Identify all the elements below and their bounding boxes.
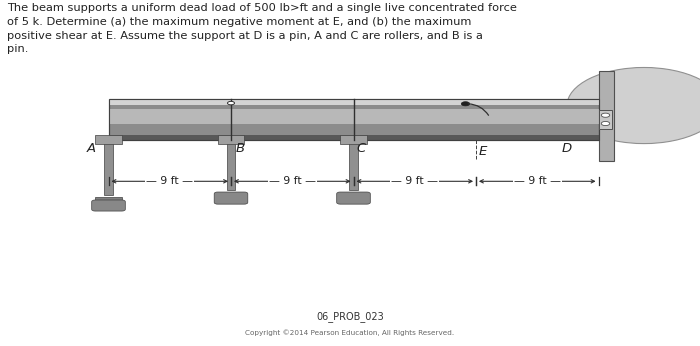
Bar bbox=[349, 140, 358, 190]
Bar bbox=[108, 109, 598, 124]
FancyBboxPatch shape bbox=[92, 200, 125, 211]
Circle shape bbox=[567, 67, 700, 144]
Text: — 9 ft —: — 9 ft — bbox=[269, 176, 316, 186]
Text: — 9 ft —: — 9 ft — bbox=[514, 176, 561, 186]
Text: — 9 ft —: — 9 ft — bbox=[146, 176, 193, 186]
Bar bbox=[218, 135, 244, 144]
Text: Copyright ©2014 Pearson Education, All Rights Reserved.: Copyright ©2014 Pearson Education, All R… bbox=[246, 329, 454, 336]
Text: The beam supports a uniform dead load of 500 lb>ft and a single live concentrate: The beam supports a uniform dead load of… bbox=[7, 3, 517, 54]
FancyBboxPatch shape bbox=[214, 192, 248, 204]
Bar bbox=[108, 135, 598, 140]
Bar bbox=[104, 140, 113, 195]
Bar bbox=[598, 71, 614, 161]
Circle shape bbox=[601, 121, 610, 126]
Text: B: B bbox=[235, 142, 244, 155]
FancyBboxPatch shape bbox=[337, 192, 370, 204]
Text: — 9 ft —: — 9 ft — bbox=[391, 176, 438, 186]
Bar bbox=[227, 140, 235, 190]
Text: A: A bbox=[86, 142, 96, 155]
Bar bbox=[599, 110, 612, 129]
Text: C: C bbox=[356, 142, 365, 155]
Text: D: D bbox=[562, 142, 572, 155]
Circle shape bbox=[228, 101, 234, 105]
Circle shape bbox=[601, 113, 610, 117]
Bar bbox=[340, 135, 367, 144]
Bar bbox=[95, 135, 122, 144]
Bar bbox=[95, 197, 122, 206]
Bar bbox=[108, 99, 598, 105]
Circle shape bbox=[461, 102, 470, 106]
Text: 06_PROB_023: 06_PROB_023 bbox=[316, 311, 384, 322]
Text: E: E bbox=[479, 145, 487, 158]
